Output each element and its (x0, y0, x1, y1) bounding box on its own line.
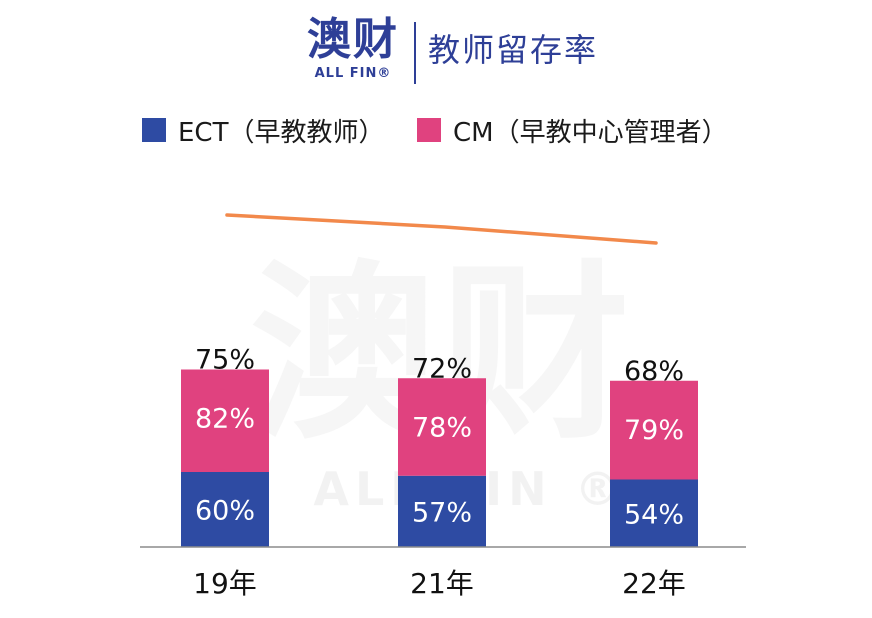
chart-legend: ECT（早教教师） CM（早教中心管理者） (142, 118, 728, 148)
logo-english-text: ALL FIN® (314, 66, 392, 81)
header: 澳财 ALL FIN® 教师留存率 (0, 0, 872, 100)
brand-logo: 澳财 ALL FIN® (298, 14, 408, 82)
x-tick-label-21年: 21年 (410, 567, 474, 600)
bar-ect-21年 (398, 475, 486, 547)
trend-line-layer: 75% 72% 68% (195, 213, 684, 387)
page-title: 教师留存率 (428, 31, 599, 69)
legend-swatch-ect (142, 118, 166, 142)
trend-label-19年: 75% (195, 345, 255, 376)
trend-label-21年: 72% (412, 353, 472, 384)
bar-ect-19年 (181, 472, 269, 547)
legend-swatch-cm (417, 118, 441, 142)
bar-cm-22年 (610, 380, 698, 480)
legend-label-ect: ECT（早教教师） (178, 118, 384, 148)
data-label-ect-19年: 60% (195, 496, 255, 527)
legend-label-cm: CM（早教中心管理者） (453, 118, 728, 148)
trend-label-22年: 68% (624, 356, 684, 387)
x-tick-label-19年: 19年 (193, 567, 257, 600)
header-divider (414, 22, 416, 84)
bar-series: 60% 82% 57% 78% 54% 79% (181, 369, 698, 547)
x-tick-label-22年: 22年 (622, 567, 686, 600)
data-label-ect-22年: 54% (624, 499, 684, 530)
data-label-cm-19年: 82% (195, 404, 255, 435)
trend-line (225, 213, 658, 245)
data-label-cm-21年: 78% (412, 412, 472, 443)
x-axis-tick-labels: 19年 21年 22年 (193, 567, 686, 600)
data-label-ect-21年: 57% (412, 497, 472, 528)
bar-cm-21年 (398, 378, 486, 476)
bar-cm-19年 (181, 369, 269, 472)
logo-chinese-text: 澳财 (307, 14, 399, 65)
data-label-cm-22年: 79% (624, 415, 684, 446)
bar-ect-22年 (610, 479, 698, 547)
